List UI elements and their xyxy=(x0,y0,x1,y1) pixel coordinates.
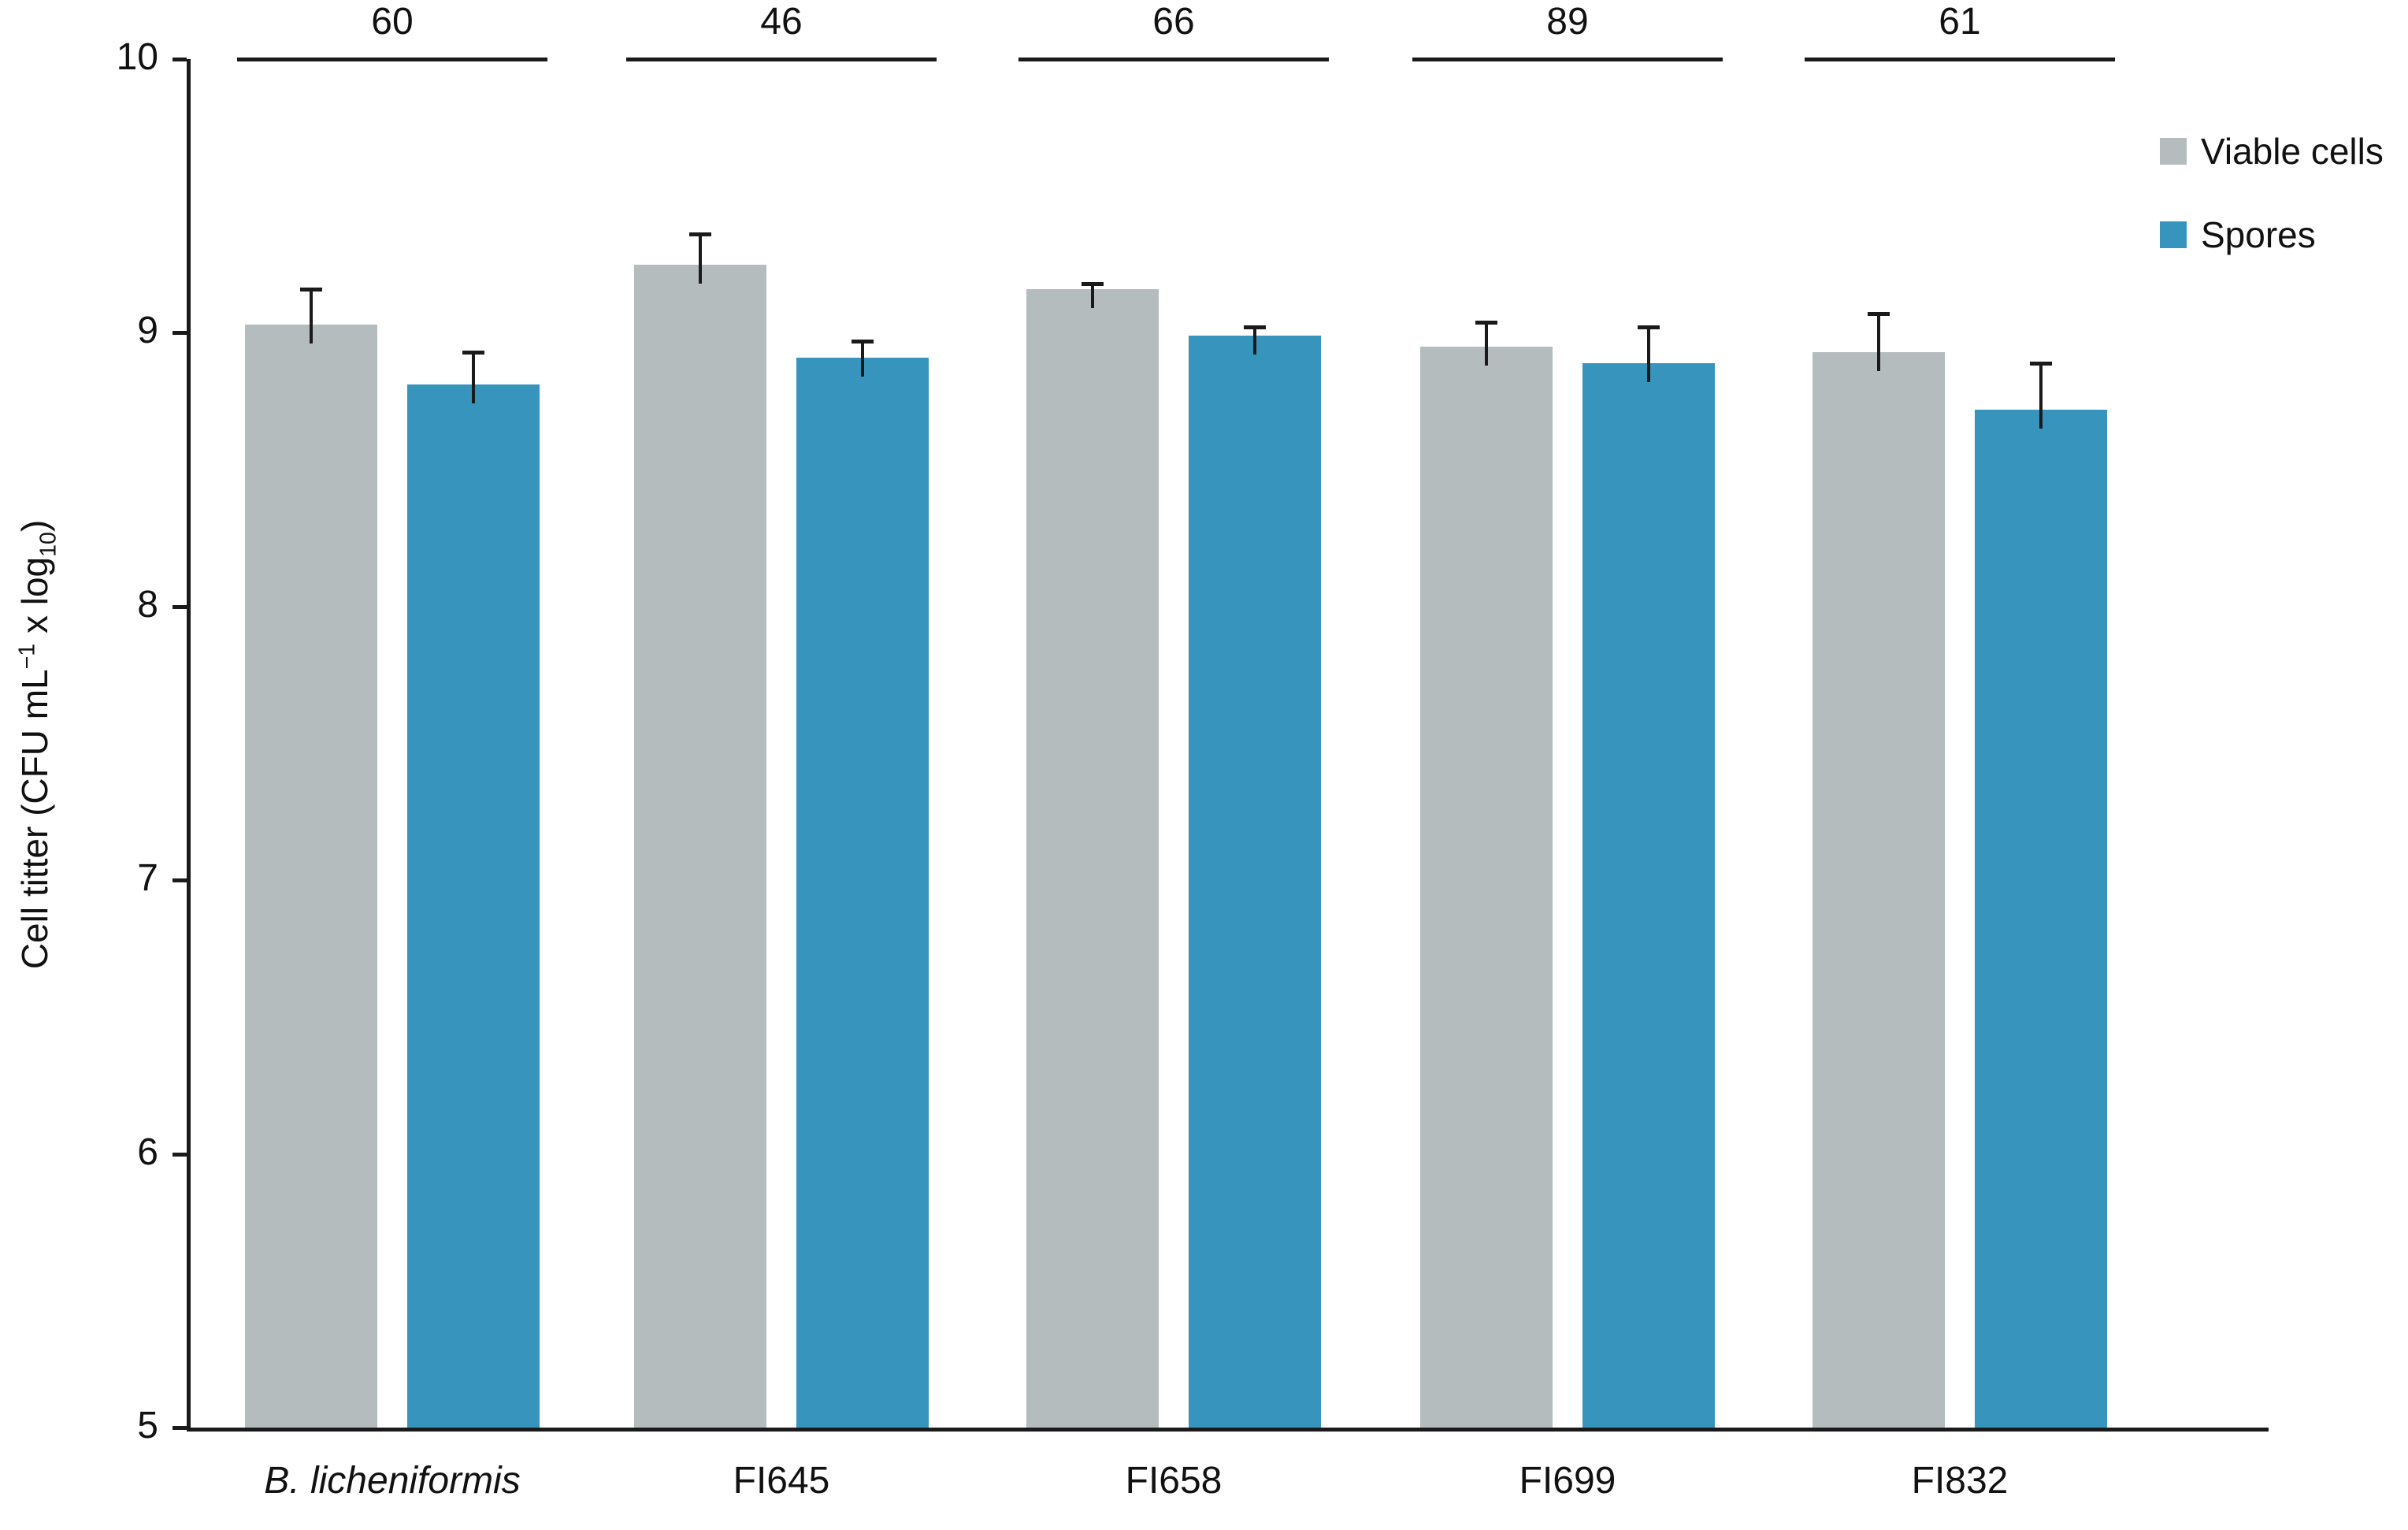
y-axis-title-subscript: 10 xyxy=(35,532,61,557)
error-cap-viable-cells-fi645 xyxy=(689,232,711,237)
bar-spores-fi645 xyxy=(796,357,929,1428)
bar-viable-cells-fi658 xyxy=(1026,288,1159,1428)
x-label-fi832: FI832 xyxy=(1911,1460,2009,1502)
error-cap-viable-cells-b-licheniformis xyxy=(300,287,322,292)
y-tick-6 xyxy=(173,1152,187,1157)
bar-spores-fi658 xyxy=(1189,335,1321,1428)
error-whisker-viable-cells-fi699 xyxy=(1485,321,1488,366)
bar-spores-b-licheniformis xyxy=(407,384,540,1428)
group-bracket-fi832 xyxy=(1805,58,2115,61)
legend: Viable cells Spores xyxy=(2160,132,2384,299)
y-tick-label-5: 5 xyxy=(137,1405,158,1446)
x-label-fi699: FI699 xyxy=(1519,1460,1616,1502)
group-count-fi645: 46 xyxy=(760,1,803,43)
legend-swatch-viable-cells xyxy=(2160,138,2187,165)
error-cap-viable-cells-fi832 xyxy=(1868,312,1890,317)
y-axis-title-end: ) xyxy=(14,519,56,533)
y-tick-label-9: 9 xyxy=(137,310,158,352)
y-tick-label-10: 10 xyxy=(116,36,158,78)
group-count-fi832: 61 xyxy=(1939,1,1981,43)
group-bracket-b-licheniformis xyxy=(237,58,547,61)
legend-label-viable-cells: Viable cells xyxy=(2201,131,2384,172)
error-whisker-viable-cells-fi832 xyxy=(1877,314,1880,371)
y-tick-5 xyxy=(173,1426,187,1430)
error-whisker-spores-fi699 xyxy=(1647,327,1650,382)
error-cap-spores-b-licheniformis xyxy=(462,350,484,355)
x-label-b-licheniformis: B. licheniformis xyxy=(264,1460,521,1502)
bar-spores-fi699 xyxy=(1582,362,1715,1428)
y-tick-label-6: 6 xyxy=(137,1131,158,1173)
error-whisker-viable-cells-b-licheniformis xyxy=(310,288,313,344)
group-count-fi658: 66 xyxy=(1152,1,1195,43)
y-tick-9 xyxy=(173,331,187,336)
legend-item-viable-cells: Viable cells xyxy=(2160,132,2384,170)
bar-viable-cells-b-licheniformis xyxy=(245,324,377,1428)
x-label-fi645: FI645 xyxy=(733,1460,830,1502)
group-count-fi699: 89 xyxy=(1546,1,1589,43)
error-cap-spores-fi645 xyxy=(852,339,874,344)
y-tick-label-8: 8 xyxy=(137,583,158,626)
y-tick-label-7: 7 xyxy=(137,857,158,900)
error-whisker-spores-fi658 xyxy=(1253,327,1256,355)
y-tick-10 xyxy=(173,58,187,61)
group-bracket-fi645 xyxy=(626,58,937,61)
error-whisker-viable-cells-fi658 xyxy=(1091,283,1094,308)
group-bracket-fi699 xyxy=(1412,58,1723,61)
error-whisker-viable-cells-fi645 xyxy=(699,234,702,284)
y-axis-title-superscript: −1 xyxy=(14,643,40,670)
legend-item-spores: Spores xyxy=(2160,216,2384,254)
y-axis-title-main: Cell titter (CFU mL xyxy=(14,669,56,970)
bar-viable-cells-fi699 xyxy=(1420,346,1553,1428)
y-axis-line xyxy=(187,59,191,1432)
y-tick-7 xyxy=(173,878,187,883)
group-bracket-fi658 xyxy=(1018,58,1329,61)
x-label-fi658: FI658 xyxy=(1125,1460,1223,1502)
x-axis-line xyxy=(187,1428,2269,1432)
bar-spores-fi832 xyxy=(1975,409,2107,1428)
error-whisker-spores-b-licheniformis xyxy=(472,351,475,404)
bar-viable-cells-fi645 xyxy=(634,264,766,1428)
bar-viable-cells-fi832 xyxy=(1812,351,1945,1428)
legend-swatch-spores xyxy=(2160,221,2187,248)
error-cap-viable-cells-fi699 xyxy=(1475,320,1497,325)
error-cap-viable-cells-fi658 xyxy=(1082,281,1104,286)
legend-label-spores: Spores xyxy=(2201,214,2316,255)
y-tick-8 xyxy=(173,604,187,609)
error-cap-spores-fi699 xyxy=(1638,325,1660,330)
error-whisker-spores-fi645 xyxy=(861,340,864,377)
error-cap-spores-fi832 xyxy=(2030,361,2052,366)
error-cap-spores-fi658 xyxy=(1244,325,1266,330)
error-whisker-spores-fi832 xyxy=(2039,362,2043,429)
group-count-b-licheniformis: 60 xyxy=(371,1,414,43)
